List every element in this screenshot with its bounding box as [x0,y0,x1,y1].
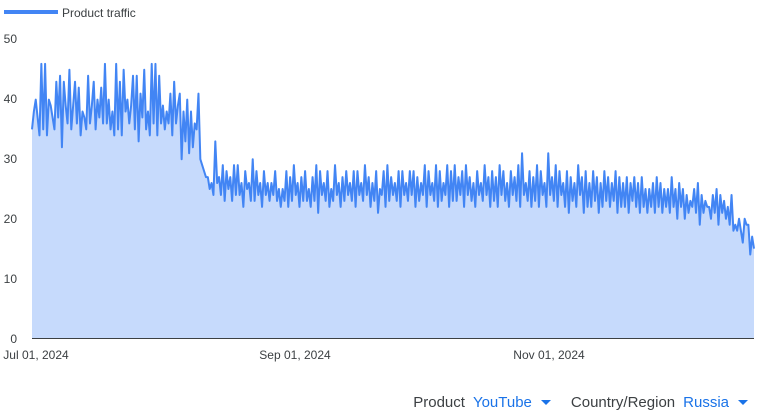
region-filter-value[interactable]: Russia [683,394,729,411]
x-tick-label: Sep 01, 2024 [259,348,331,362]
traffic-chart: Product traffic 50 40 30 20 10 0 Jul 01,… [3,6,755,362]
y-tick-label: 30 [4,152,18,166]
legend[interactable]: Product traffic [4,6,136,20]
traffic-line [31,62,755,256]
y-axis: 50 40 30 20 10 0 [4,32,18,346]
legend-swatch [4,10,58,14]
product-filter-label: Product [413,394,465,411]
chevron-down-icon[interactable] [540,400,551,405]
legend-label: Product traffic [62,6,136,20]
y-tick-label: 50 [4,32,18,46]
chevron-down-icon[interactable] [738,400,748,405]
y-tick-label: 20 [4,212,18,226]
y-tick-label: 0 [10,332,17,346]
x-axis: Jul 01, 2024 Sep 01, 2024 Nov 01, 2024 [3,348,585,362]
product-filter[interactable]: Product YouTube [413,394,551,411]
x-tick-label: Jul 01, 2024 [3,348,69,362]
region-filter-label: Country/Region [570,394,676,411]
traffic-area [32,63,754,339]
region-filter[interactable]: Country/Region Russia [571,394,748,411]
x-tick-label: Nov 01, 2024 [513,348,585,362]
y-tick-label: 10 [4,272,18,286]
filter-bar: Product YouTube Country/Region Russia [393,394,748,411]
y-tick-label: 40 [4,92,18,106]
product-filter-value[interactable]: YouTube [472,394,532,411]
